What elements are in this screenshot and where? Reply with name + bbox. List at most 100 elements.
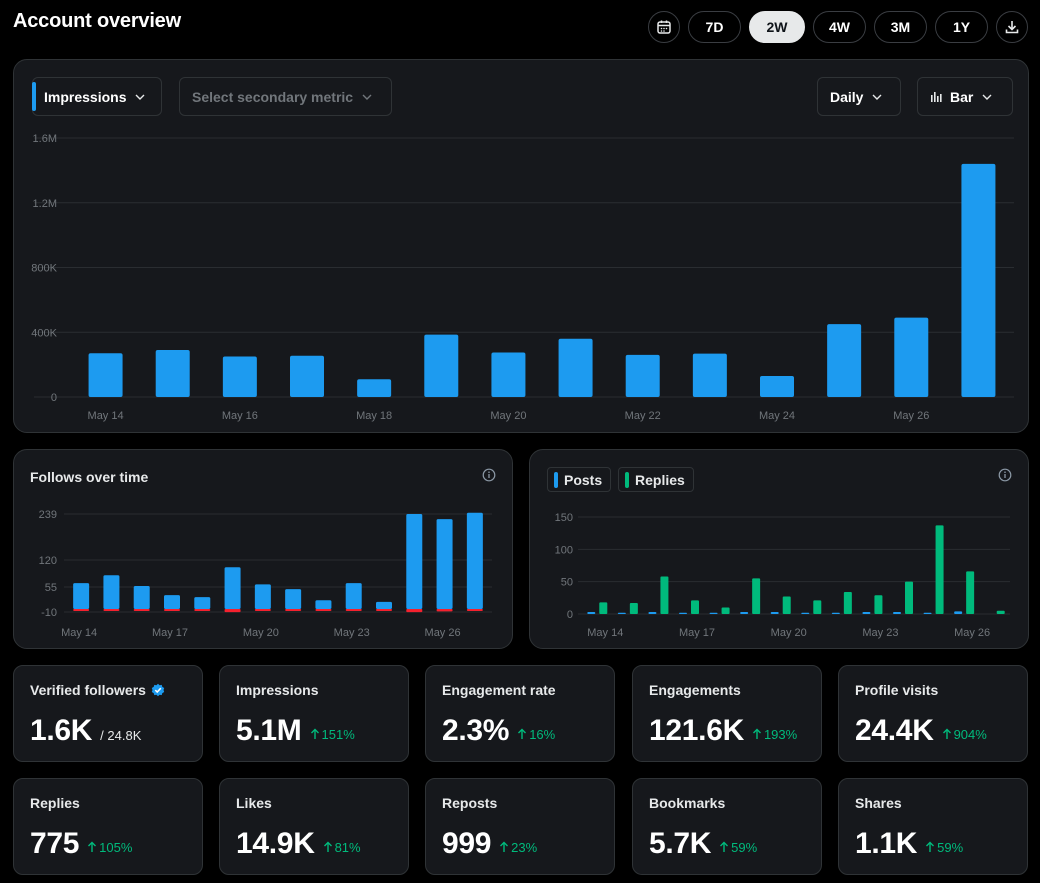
posts-bar[interactable]: [893, 612, 901, 614]
legend-posts[interactable]: Posts: [547, 467, 612, 492]
follows-bar[interactable]: [103, 575, 120, 609]
posts-bar[interactable]: [770, 612, 779, 614]
impressions-bar[interactable]: [625, 354, 660, 397]
stat-card-replies[interactable]: Replies 775 105%: [13, 778, 203, 875]
stat-card-reposts[interactable]: Reposts 999 23%: [425, 778, 615, 875]
posts-bar[interactable]: [801, 612, 810, 614]
unfollows-bar[interactable]: [376, 609, 392, 611]
stat-card-shares[interactable]: Shares 1.1K 59%: [838, 778, 1028, 875]
info-icon[interactable]: [482, 468, 496, 482]
unfollows-bar[interactable]: [345, 609, 362, 611]
follows-bar[interactable]: [224, 567, 241, 609]
stat-card-verified-followers[interactable]: Verified followers 1.6K / 24.8K: [13, 665, 203, 762]
impressions-bar[interactable]: [692, 353, 727, 397]
secondary-metric-dropdown[interactable]: Select secondary metric: [179, 77, 392, 116]
stat-card-likes[interactable]: Likes 14.9K 81%: [219, 778, 409, 875]
impressions-bar[interactable]: [290, 355, 324, 397]
replies-bar[interactable]: [813, 600, 822, 614]
stat-card-impressions[interactable]: Impressions 5.1M 151%: [219, 665, 409, 762]
unfollows-bar[interactable]: [133, 609, 150, 611]
range-4w-button[interactable]: 4W: [813, 11, 866, 43]
replies-bar[interactable]: [843, 592, 852, 614]
impressions-bar[interactable]: [491, 352, 526, 397]
replies-bar[interactable]: [691, 600, 699, 614]
posts-bar[interactable]: [954, 611, 963, 614]
replies-bar[interactable]: [996, 610, 1005, 614]
impressions-bar[interactable]: [558, 338, 593, 397]
impressions-bar[interactable]: [155, 350, 190, 397]
follows-bar[interactable]: [164, 595, 180, 609]
posts-bar[interactable]: [923, 612, 932, 614]
follows-bar[interactable]: [133, 585, 150, 609]
stat-card-bookmarks[interactable]: Bookmarks 5.7K 59%: [632, 778, 822, 875]
follows-bar[interactable]: [406, 514, 423, 609]
posts-bar[interactable]: [862, 612, 871, 614]
stat-value-row: 1.1K 59%: [855, 827, 963, 861]
follows-bar[interactable]: [466, 512, 483, 609]
follows-bar[interactable]: [315, 600, 332, 609]
posts-bar[interactable]: [709, 612, 718, 614]
primary-metric-dropdown[interactable]: Impressions: [32, 77, 162, 116]
replies-bar[interactable]: [660, 576, 669, 614]
unfollows-bar[interactable]: [285, 609, 302, 611]
follows-bar[interactable]: [73, 583, 90, 609]
posts-bar[interactable]: [740, 612, 749, 614]
stat-card-engagement-rate[interactable]: Engagement rate 2.3% 16%: [425, 665, 615, 762]
replies-bar[interactable]: [874, 595, 883, 614]
unfollows-bar[interactable]: [254, 609, 271, 611]
arrow-up-icon: [88, 841, 97, 852]
unfollows-bar[interactable]: [466, 609, 483, 611]
download-button[interactable]: [996, 11, 1028, 43]
granularity-dropdown[interactable]: Daily: [817, 77, 901, 116]
unfollows-bar[interactable]: [224, 609, 241, 613]
impressions-bar[interactable]: [357, 379, 392, 397]
follows-bar[interactable]: [194, 597, 211, 609]
replies-bar[interactable]: [599, 602, 608, 614]
posts-bar[interactable]: [648, 612, 657, 614]
replies-bar[interactable]: [935, 525, 944, 614]
unfollows-bar[interactable]: [164, 609, 180, 611]
posts-bar[interactable]: [587, 612, 596, 614]
follows-bar[interactable]: [376, 601, 392, 609]
unfollows-bar[interactable]: [406, 609, 423, 613]
replies-bar[interactable]: [905, 581, 913, 614]
follows-bar[interactable]: [285, 589, 302, 609]
replies-bar[interactable]: [782, 596, 791, 614]
impressions-bar[interactable]: [827, 324, 862, 397]
replies-bar[interactable]: [721, 607, 730, 614]
chart-type-dropdown[interactable]: Bar: [917, 77, 1013, 116]
follows-bar[interactable]: [436, 519, 453, 609]
unfollows-bar[interactable]: [315, 609, 332, 611]
impressions-bar[interactable]: [222, 356, 257, 397]
range-3m-button[interactable]: 3M: [874, 11, 927, 43]
impressions-bar[interactable]: [88, 353, 123, 397]
impressions-bar[interactable]: [760, 375, 794, 397]
stat-value-row: 121.6K 193%: [649, 714, 797, 748]
posts-bar[interactable]: [831, 612, 840, 614]
unfollows-bar[interactable]: [194, 609, 211, 611]
calendar-button[interactable]: [648, 11, 680, 43]
impressions-bar[interactable]: [961, 163, 996, 397]
replies-bar[interactable]: [629, 603, 638, 614]
follows-bar[interactable]: [345, 583, 362, 609]
range-7d-button[interactable]: 7D: [688, 11, 741, 43]
unfollows-bar[interactable]: [103, 609, 120, 611]
replies-bar[interactable]: [752, 578, 761, 614]
replies-bar[interactable]: [966, 571, 975, 614]
stat-label: Replies: [30, 795, 80, 811]
posts-bar[interactable]: [617, 612, 626, 614]
stat-card-profile-visits[interactable]: Profile visits 24.4K 904%: [838, 665, 1028, 762]
stat-card-engagements[interactable]: Engagements 121.6K 193%: [632, 665, 822, 762]
range-1y-button[interactable]: 1Y: [935, 11, 988, 43]
follows-bar[interactable]: [254, 584, 271, 609]
range-2w-button[interactable]: 2W: [749, 11, 805, 43]
unfollows-bar[interactable]: [436, 609, 453, 612]
stat-value-row: 14.9K 81%: [236, 827, 361, 861]
posts-bar[interactable]: [679, 612, 687, 614]
stat-value: 121.6K: [649, 714, 744, 747]
info-icon[interactable]: [998, 468, 1012, 482]
unfollows-bar[interactable]: [73, 609, 90, 611]
impressions-bar[interactable]: [424, 334, 459, 397]
impressions-bar[interactable]: [894, 317, 929, 397]
legend-replies[interactable]: Replies: [618, 467, 694, 492]
